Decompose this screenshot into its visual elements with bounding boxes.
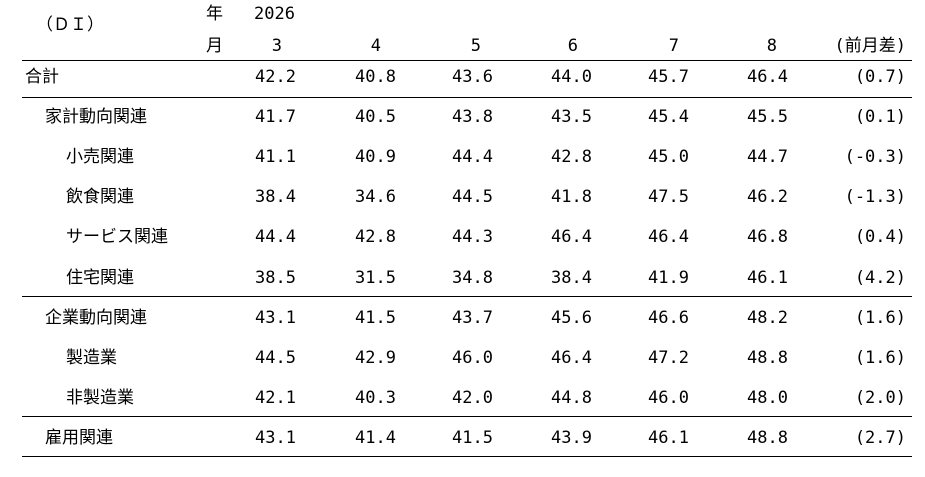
value-cell: 48.2 (747, 308, 788, 328)
diff-cell: (0.4) (854, 227, 906, 247)
value-cell: 45.7 (648, 67, 689, 87)
diff-header: (前月差) (834, 36, 906, 56)
year-value: 2026 (254, 4, 295, 24)
row-divider (22, 296, 912, 297)
row-label: 家計動向関連 (45, 107, 147, 127)
value-cell: 44.7 (747, 147, 788, 167)
value-cell: 41.7 (255, 107, 296, 127)
value-cell: 48.8 (747, 348, 788, 368)
diff-cell: (4.2) (854, 268, 906, 288)
diff-cell: (-1.3) (844, 187, 906, 207)
row-label: 合計 (25, 67, 59, 87)
value-cell: 38.5 (255, 268, 296, 288)
month-header: 6 (567, 36, 578, 56)
value-cell: 41.5 (355, 308, 396, 328)
row-label: 雇用関連 (45, 428, 113, 448)
value-cell: 45.6 (551, 308, 592, 328)
month-header: 7 (668, 36, 679, 56)
row-divider (22, 456, 912, 457)
value-cell: 43.1 (255, 428, 296, 448)
value-cell: 47.2 (648, 348, 689, 368)
value-cell: 43.5 (551, 107, 592, 127)
value-cell: 40.3 (355, 388, 396, 408)
month-header: 5 (470, 36, 481, 56)
value-cell: 44.5 (452, 187, 493, 207)
value-cell: 41.9 (648, 268, 689, 288)
value-cell: 44.8 (551, 388, 592, 408)
year-label: 年 (206, 4, 223, 24)
value-cell: 31.5 (355, 268, 396, 288)
month-header: 3 (271, 36, 282, 56)
value-cell: 48.8 (747, 428, 788, 448)
month-header: 8 (766, 36, 777, 56)
diff-cell: (0.1) (854, 107, 906, 127)
month-header: 4 (370, 36, 381, 56)
row-label: サービス関連 (66, 227, 168, 247)
value-cell: 44.3 (452, 227, 493, 247)
month-label: 月 (206, 36, 223, 56)
value-cell: 40.8 (355, 67, 396, 87)
header-divider (22, 60, 912, 61)
row-label: 小売関連 (66, 147, 134, 167)
value-cell: 42.9 (355, 348, 396, 368)
value-cell: 41.1 (255, 147, 296, 167)
diff-cell: (1.6) (854, 308, 906, 328)
value-cell: 42.0 (452, 388, 493, 408)
value-cell: 38.4 (551, 268, 592, 288)
row-label: 製造業 (66, 348, 117, 368)
value-cell: 45.5 (747, 107, 788, 127)
row-label: 企業動向関連 (45, 308, 147, 328)
value-cell: 34.8 (452, 268, 493, 288)
value-cell: 34.6 (355, 187, 396, 207)
value-cell: 46.4 (648, 227, 689, 247)
row-label: 住宅関連 (66, 268, 134, 288)
value-cell: 45.0 (648, 147, 689, 167)
value-cell: 43.7 (452, 308, 493, 328)
value-cell: 44.0 (551, 67, 592, 87)
value-cell: 40.5 (355, 107, 396, 127)
row-divider (22, 97, 912, 98)
value-cell: 46.6 (648, 308, 689, 328)
value-cell: 41.8 (551, 187, 592, 207)
value-cell: 40.9 (355, 147, 396, 167)
row-label: 非製造業 (66, 388, 134, 408)
value-cell: 47.5 (648, 187, 689, 207)
value-cell: 43.8 (452, 107, 493, 127)
value-cell: 46.1 (747, 268, 788, 288)
value-cell: 48.0 (747, 388, 788, 408)
value-cell: 44.4 (452, 147, 493, 167)
diff-cell: (-0.3) (844, 147, 906, 167)
value-cell: 43.9 (551, 428, 592, 448)
value-cell: 41.5 (452, 428, 493, 448)
value-cell: 41.4 (355, 428, 396, 448)
diff-cell: (2.7) (854, 428, 906, 448)
value-cell: 42.8 (355, 227, 396, 247)
value-cell: 46.0 (648, 388, 689, 408)
value-cell: 42.2 (255, 67, 296, 87)
value-cell: 43.6 (452, 67, 493, 87)
value-cell: 44.5 (255, 348, 296, 368)
value-cell: 46.1 (648, 428, 689, 448)
value-cell: 44.4 (255, 227, 296, 247)
value-cell: 42.1 (255, 388, 296, 408)
value-cell: 46.0 (452, 348, 493, 368)
value-cell: 46.4 (551, 348, 592, 368)
value-cell: 45.4 (648, 107, 689, 127)
value-cell: 46.8 (747, 227, 788, 247)
row-divider (22, 416, 912, 417)
diff-cell: (1.6) (854, 348, 906, 368)
diff-cell: (0.7) (854, 67, 906, 87)
unit-label: （ＤＩ） (36, 15, 104, 35)
value-cell: 46.4 (747, 67, 788, 87)
value-cell: 42.8 (551, 147, 592, 167)
diff-cell: (2.0) (854, 388, 906, 408)
value-cell: 43.1 (255, 308, 296, 328)
row-label: 飲食関連 (66, 187, 134, 207)
value-cell: 46.4 (551, 227, 592, 247)
value-cell: 46.2 (747, 187, 788, 207)
value-cell: 38.4 (255, 187, 296, 207)
